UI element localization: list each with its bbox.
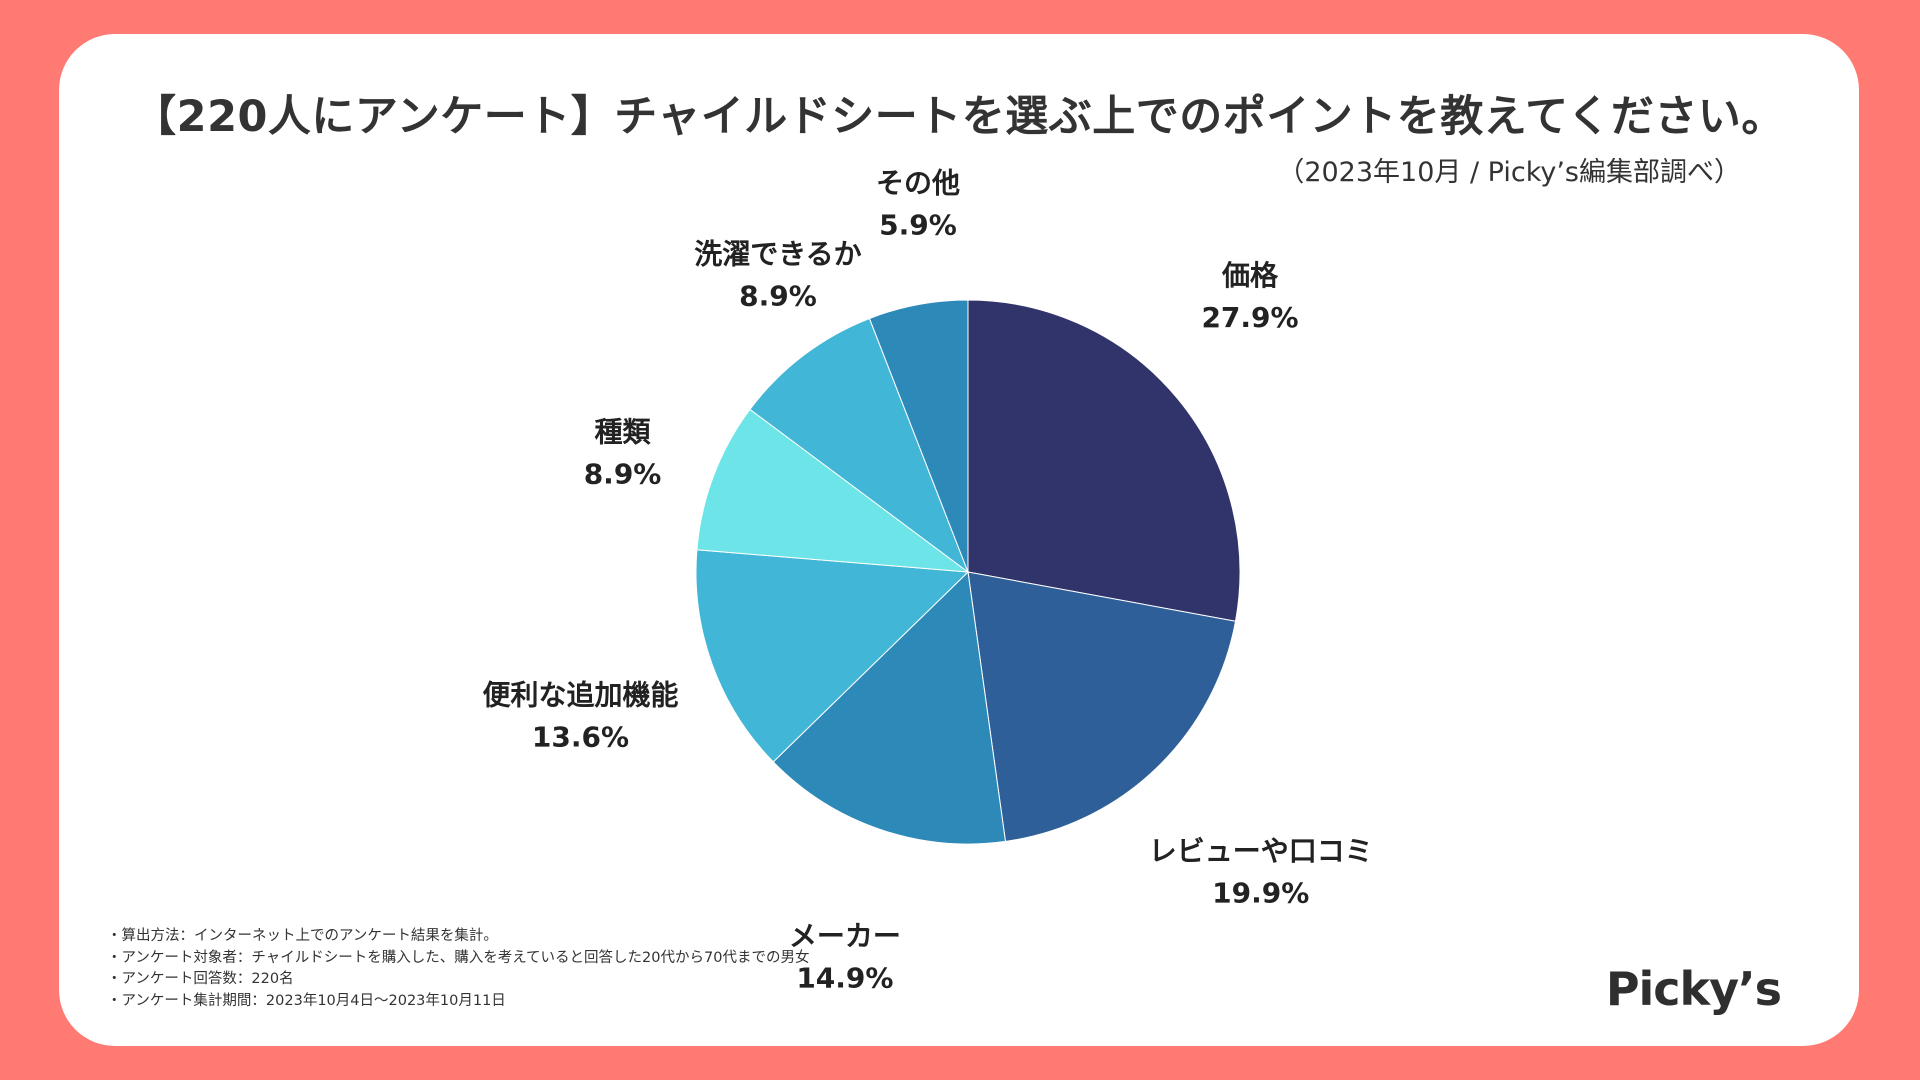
slice-value-label-4: 8.9% [584,458,662,491]
slice-label-6: その他 [876,167,960,200]
note-target: ・アンケート対象者：チャイルドシートを購入した、購入を考えていると回答した20代… [107,949,810,966]
slice-label-4: 種類 [595,416,652,449]
chart-subtitle: （2023年10月 / Picky’s編集部調べ） [1277,157,1741,188]
note-method: ・算出方法：インターネット上でのアンケート結果を集計。 [107,928,498,944]
slice-label-3: 便利な追加機能 [482,679,678,712]
slice-label-2: メーカー [789,920,901,953]
note-period: ・アンケート集計期間：2023年10月4日〜2023年10月11日 [107,992,506,1009]
pie-slice-3 [695,549,970,763]
slice-value-label-0: 27.9% [1201,301,1298,334]
slice-label-1: レビューや口コミ [1149,835,1373,868]
slice-value-label-6: 5.9% [879,209,957,242]
slice-value-label-1: 19.9% [1212,877,1309,910]
slice-value-label-5: 8.9% [739,280,817,313]
chart-card: 【220人にアンケート】チャイルドシートを選ぶ上でのポイントを教えてください。 … [59,34,1859,1046]
slice-label-5: 洗濯できるか [694,238,861,271]
picky-s-logo: Picky’s [1605,962,1782,1016]
pie-slice-6 [868,299,969,573]
chart-title: 【220人にアンケート】チャイルドシートを選ぶ上でのポイントを教えてください。 [133,92,1785,142]
note-responses: ・アンケート回答数：220名 [107,971,294,987]
pie-slice-0 [967,299,1241,622]
survey-notes: ・算出方法：インターネット上でのアンケート結果を集計。 ・アンケート対象者：チャ… [107,926,809,1012]
pie-slice-4 [696,408,970,573]
slice-value-label-2: 14.9% [796,962,893,995]
slice-value-label-3: 13.6% [532,721,629,754]
pie-slice-2 [772,570,1007,845]
slice-label-0: 価格 [1221,259,1279,292]
pie-slice-1 [967,571,1237,842]
pie-slice-5 [749,317,970,574]
pie-chart: 価格 27.9% レビューや口コミ 19.9% メーカー 14.9% 便利な追加機能 13.6… [482,167,1373,995]
